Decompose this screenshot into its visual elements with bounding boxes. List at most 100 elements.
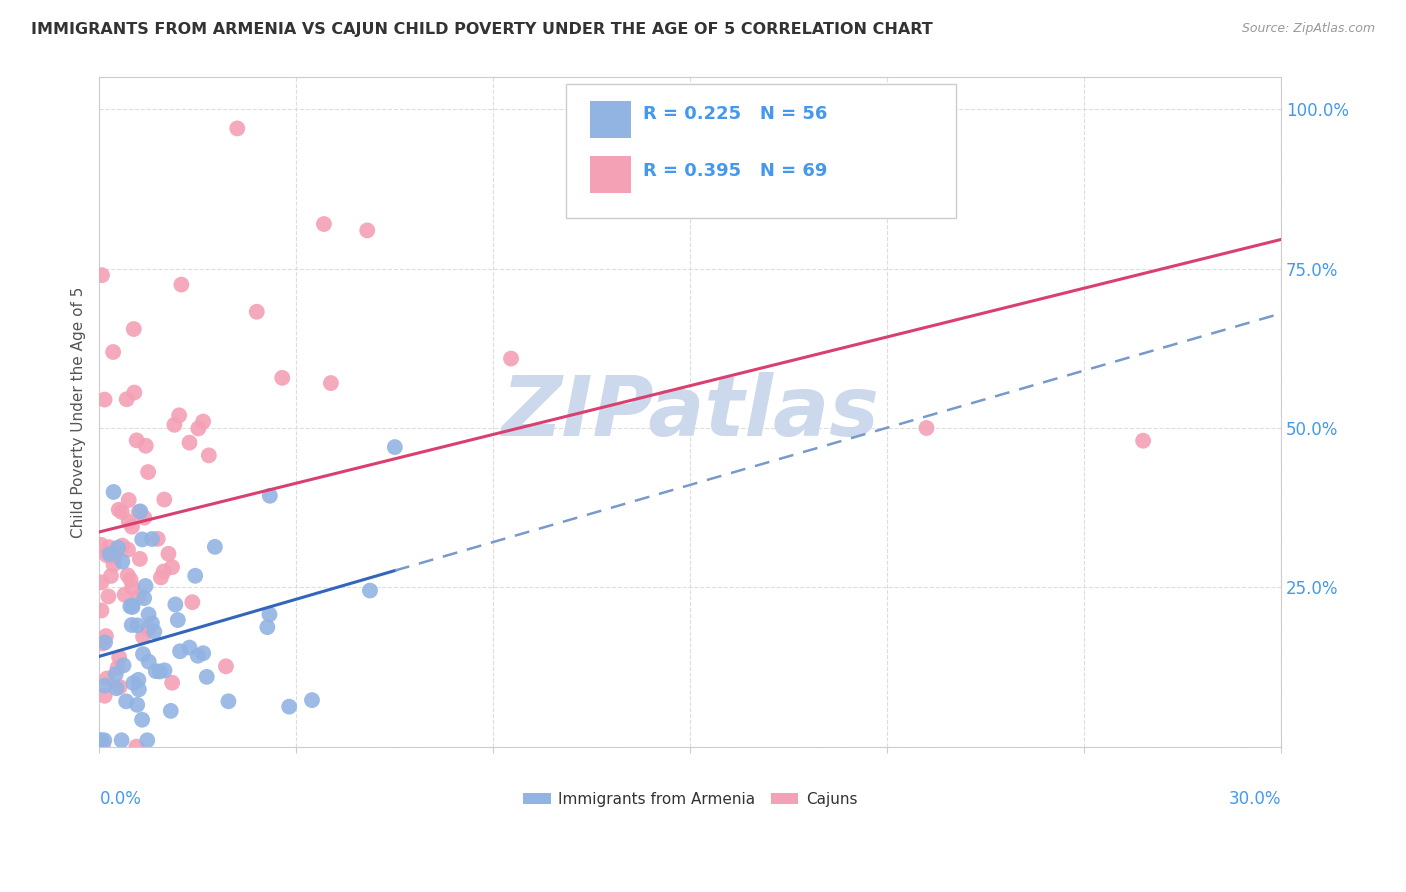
Point [129,504,152,518]
Point [100,569,122,583]
Point [93,689,115,703]
Point [128,505,150,519]
Point [121,519,143,533]
Point [120,573,142,587]
Point [135,439,157,453]
Point [118,493,141,508]
Point [90,733,112,747]
Point [111,505,134,519]
Point [153,492,176,507]
Point [94,629,117,643]
Point [187,648,209,663]
Bar [589,156,631,194]
Point [124,385,146,400]
Point [122,322,145,336]
Point [98,540,121,554]
Point [146,532,169,546]
Point [217,694,239,708]
Point [384,440,406,454]
Point [915,421,938,435]
Point [132,647,155,661]
Legend: Immigrants from Armenia, Cajuns: Immigrants from Armenia, Cajuns [517,785,863,813]
Point [125,739,148,754]
Point [141,532,163,546]
Point [163,417,186,432]
Point [134,579,156,593]
Point [136,622,159,636]
Point [187,421,209,435]
Point [259,607,281,622]
Point [107,661,129,675]
Point [107,502,129,516]
Point [89,733,111,747]
Point [136,465,159,479]
Point [278,699,301,714]
Point [122,676,145,690]
Point [110,733,132,747]
Point [121,599,143,613]
Point [136,733,159,747]
Point [101,345,124,359]
Point [145,664,167,678]
Point [1132,434,1154,448]
Point [134,510,156,524]
Point [111,555,134,569]
Point [141,616,163,631]
Point [359,583,381,598]
Point [125,434,148,448]
Point [112,658,135,673]
Point [153,664,176,678]
Point [90,603,112,617]
Point [149,570,172,584]
Point [96,672,118,686]
Point [159,704,181,718]
Point [132,630,155,644]
Point [165,598,187,612]
Point [115,392,138,407]
Point [115,694,138,708]
Point [271,371,294,385]
Point [226,121,249,136]
Point [111,539,134,553]
Point [118,515,141,529]
Point [256,620,278,634]
Point [107,541,129,555]
Point [356,223,378,237]
Point [138,655,160,669]
Text: 0.0%: 0.0% [100,790,142,808]
Point [193,646,215,660]
Point [143,624,166,639]
Text: ZIPatlas: ZIPatlas [502,372,879,452]
Y-axis label: Child Poverty Under the Age of 5: Child Poverty Under the Age of 5 [72,286,86,538]
Point [134,591,156,606]
Point [215,659,238,673]
Point [117,568,139,582]
Point [127,698,149,712]
Point [259,489,281,503]
Point [169,644,191,658]
Point [131,713,153,727]
Point [93,679,115,693]
Point [166,613,188,627]
Point [105,681,128,696]
Point [301,693,323,707]
Point [179,640,201,655]
Point [103,485,125,500]
Point [90,538,112,552]
FancyBboxPatch shape [567,84,956,218]
Point [117,542,139,557]
Point [184,568,207,582]
Point [103,558,125,572]
Point [319,376,342,390]
Point [128,682,150,697]
Point [91,268,114,283]
Point [160,675,183,690]
Point [93,392,115,407]
Point [96,549,118,563]
Point [94,635,117,649]
Point [121,599,143,614]
Text: R = 0.395   N = 69: R = 0.395 N = 69 [643,162,827,180]
Point [104,667,127,681]
Point [191,415,214,429]
Point [121,618,143,632]
